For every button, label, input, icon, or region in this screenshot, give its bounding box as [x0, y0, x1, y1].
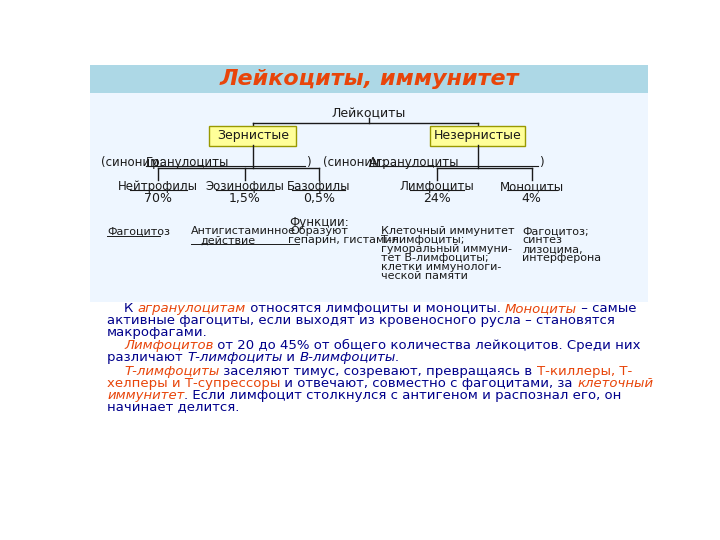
Text: Эозинофилы: Эозинофилы — [206, 180, 284, 193]
Text: и отвечают, совместно с фагоцитами, за: и отвечают, совместно с фагоцитами, за — [280, 377, 577, 390]
Text: Лейкоциты: Лейкоциты — [332, 107, 406, 120]
Text: Незернистые: Незернистые — [433, 129, 521, 142]
Text: Агранулоциты: Агранулоциты — [369, 156, 459, 168]
Text: начинает делится.: начинает делится. — [107, 401, 240, 414]
Text: тет В-лимфоциты;: тет В-лимфоциты; — [381, 253, 488, 263]
Text: Лимфоцитов: Лимфоцитов — [124, 339, 213, 352]
Text: агранулоцитам: агранулоцитам — [138, 302, 246, 315]
FancyBboxPatch shape — [90, 92, 648, 302]
Text: Т-киллеры, Т-: Т-киллеры, Т- — [537, 364, 632, 377]
Text: . Если лимфоцит столкнулся с антигеном и распознал его, он: . Если лимфоцит столкнулся с антигеном и… — [184, 389, 622, 402]
Text: 70%: 70% — [144, 192, 172, 205]
Text: 4%: 4% — [522, 192, 541, 205]
Text: 24%: 24% — [423, 192, 451, 205]
Text: Клеточный иммунитет: Клеточный иммунитет — [381, 226, 514, 237]
Text: 0,5%: 0,5% — [302, 192, 335, 205]
Text: (синоним:: (синоним: — [323, 156, 384, 168]
Text: Базофилы: Базофилы — [287, 180, 351, 193]
Text: Зернистые: Зернистые — [217, 129, 289, 142]
Text: Функции:: Функции: — [289, 217, 348, 230]
Text: ): ) — [539, 156, 544, 168]
FancyBboxPatch shape — [210, 126, 296, 146]
Text: заселяют тимус, созревают, превращаясь в: заселяют тимус, созревают, превращаясь в — [220, 364, 537, 377]
Text: Т-лимфоциты;: Т-лимфоциты; — [381, 235, 464, 245]
Text: синтез: синтез — [523, 235, 562, 245]
Text: В-лимфоциты.: В-лимфоциты. — [300, 351, 400, 364]
Text: Антигистаминное: Антигистаминное — [191, 226, 296, 237]
Text: Моноциты: Моноциты — [505, 302, 577, 315]
Text: ческой памяти: ческой памяти — [381, 271, 467, 281]
Text: действие: действие — [200, 235, 255, 245]
Text: (синоним:: (синоним: — [101, 156, 163, 168]
Text: Лейкоциты, иммунитет: Лейкоциты, иммунитет — [220, 69, 518, 89]
Text: Гранулоциты: Гранулоциты — [145, 156, 229, 168]
Text: – самые: – самые — [577, 302, 636, 315]
Text: 1,5%: 1,5% — [229, 192, 261, 205]
Text: макрофагами.: макрофагами. — [107, 326, 208, 339]
Text: интерферона: интерферона — [523, 253, 602, 263]
Text: Моноциты: Моноциты — [500, 180, 564, 193]
Text: хелперы и Т-супрессоры: хелперы и Т-супрессоры — [107, 377, 280, 390]
Text: ): ) — [306, 156, 311, 168]
Text: Нейтрофилы: Нейтрофилы — [118, 180, 198, 193]
Text: Т-лимфоциты: Т-лимфоциты — [187, 351, 282, 364]
Text: К: К — [107, 302, 138, 315]
Text: Т-лимфоциты: Т-лимфоциты — [124, 364, 220, 377]
Text: от 20 до 45% от общего количества лейкоцитов. Среди них: от 20 до 45% от общего количества лейкоц… — [213, 339, 641, 353]
Text: клетки иммунологи-: клетки иммунологи- — [381, 262, 501, 272]
Text: и: и — [282, 351, 300, 364]
Text: гуморальный иммуни-: гуморальный иммуни- — [381, 244, 512, 254]
Text: Фагоцитоз;: Фагоцитоз; — [523, 226, 589, 237]
Text: клеточный: клеточный — [577, 377, 653, 390]
Text: активные фагоциты, если выходят из кровеносного русла – становятся: активные фагоциты, если выходят из крове… — [107, 314, 615, 327]
Text: Лимфоциты: Лимфоциты — [400, 180, 474, 193]
Text: относятся лимфоциты и моноциты.: относятся лимфоциты и моноциты. — [246, 302, 505, 315]
Text: гепарин, гистамин: гепарин, гистамин — [287, 235, 398, 245]
Text: иммунитет: иммунитет — [107, 389, 184, 402]
Text: Фагоцитоз: Фагоцитоз — [107, 226, 170, 237]
FancyBboxPatch shape — [431, 126, 525, 146]
FancyBboxPatch shape — [90, 65, 648, 92]
Text: Образуют: Образуют — [290, 226, 348, 237]
Text: лизоцима,: лизоцима, — [523, 244, 583, 254]
Text: различают: различают — [107, 351, 187, 364]
